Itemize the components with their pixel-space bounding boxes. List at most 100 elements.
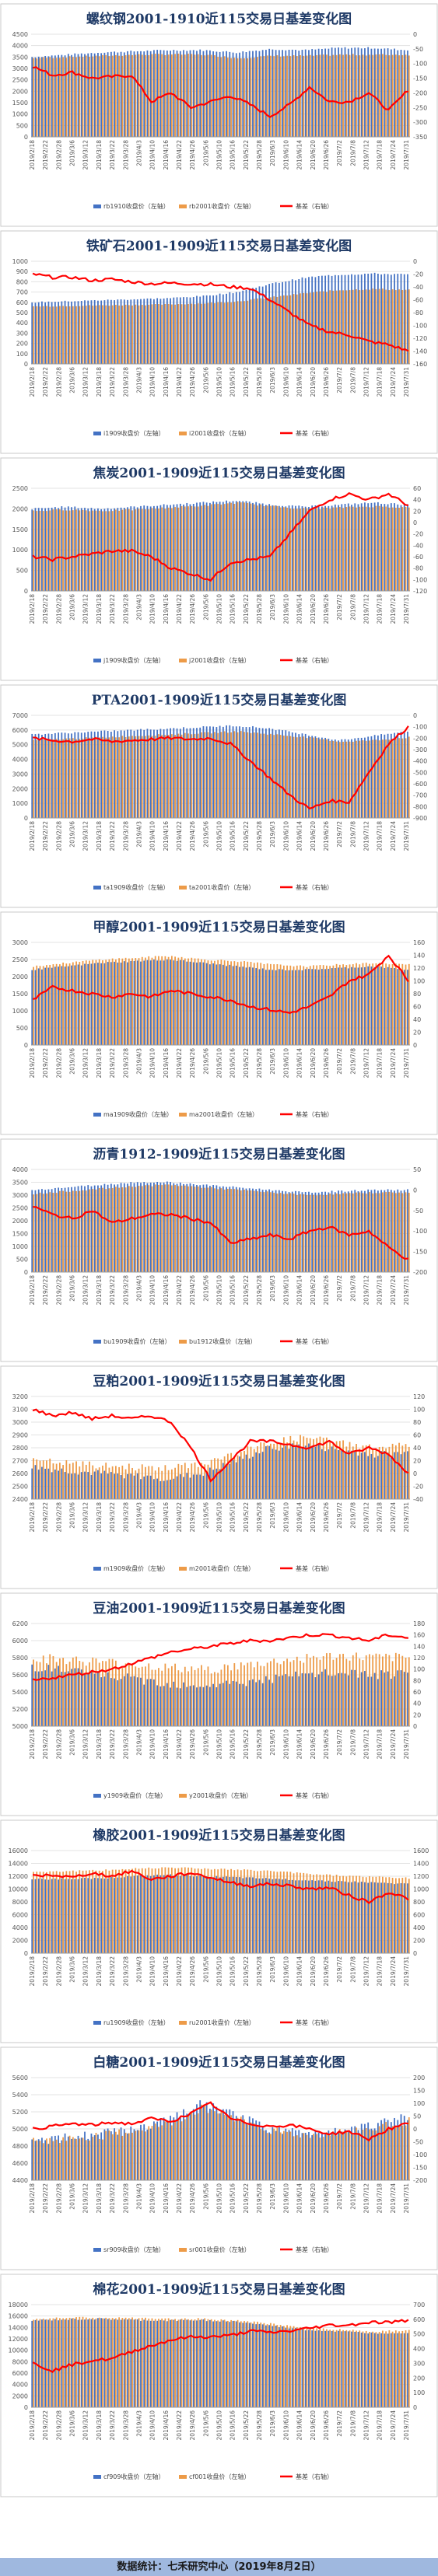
bar-near: [387, 1882, 389, 1953]
bar-near: [120, 299, 122, 364]
bar-near: [192, 1183, 194, 1272]
right-tick-label: 200: [413, 2074, 425, 2081]
bar-near: [222, 1876, 224, 1953]
bar-near: [354, 1881, 356, 1953]
bar-near: [308, 1880, 310, 1953]
bar-far: [151, 2126, 153, 2180]
bar-far: [65, 510, 68, 591]
bar-near: [127, 2319, 128, 2407]
bar-near: [232, 1680, 234, 1726]
bar-near: [163, 960, 165, 1045]
x-tick-label: 2019/7/2: [336, 1956, 343, 1983]
bar-near: [265, 728, 267, 818]
bar-near: [268, 1879, 271, 1953]
bar-far: [135, 736, 137, 818]
x-tick-label: 2019/6/20: [310, 1502, 317, 1533]
bar-near: [103, 1879, 106, 1953]
bar-far: [319, 54, 321, 137]
bar-near: [222, 2109, 224, 2180]
x-tick-label: 2019/4/10: [149, 367, 156, 397]
bar-far: [260, 733, 262, 818]
bar-near: [47, 2319, 50, 2407]
bar-far: [128, 958, 130, 1045]
bar-near: [229, 964, 231, 1045]
bar-far: [217, 2113, 219, 2180]
x-tick-label: 2019/7/18: [377, 1956, 384, 1987]
bar-near: [387, 1452, 389, 1499]
bar-near: [58, 2320, 59, 2407]
bar-far: [266, 1870, 268, 1953]
chart-title: 白糖2001-1909近115交易日基差变化图: [93, 2054, 345, 2071]
bar-far: [270, 297, 272, 364]
bar-far: [401, 289, 404, 364]
x-tick-label: 2019/5/6: [202, 140, 209, 166]
bar-far: [170, 2125, 173, 2180]
left-tick-label: 5200: [12, 2109, 28, 2116]
legend-swatch: [179, 2021, 187, 2025]
bar-near: [67, 733, 69, 818]
bar-far: [85, 510, 87, 591]
bar-near: [173, 960, 175, 1045]
bar-near: [110, 2131, 112, 2180]
bar-near: [34, 1671, 37, 1726]
bar-near: [130, 2126, 132, 2180]
bar-near: [377, 2333, 379, 2407]
bar-near: [387, 733, 389, 818]
basis-line: [32, 1633, 408, 1681]
bar-far: [49, 964, 51, 1045]
bar-far: [148, 1466, 150, 1499]
bar-near: [314, 1677, 317, 1726]
left-tick-label: 1000: [12, 1243, 28, 1250]
x-tick-label: 2019/6/14: [296, 821, 303, 851]
bar-far: [158, 1668, 159, 1726]
bar-near: [235, 292, 237, 364]
bar-near: [100, 300, 103, 364]
bar-far: [131, 958, 133, 1045]
right-tick-label: -80: [413, 565, 423, 572]
bar-far: [105, 305, 107, 364]
bar-near: [97, 52, 99, 137]
bar-far: [279, 2132, 282, 2180]
bar-far: [220, 1188, 223, 1272]
bar-far: [191, 2319, 193, 2407]
bar-far: [342, 1875, 344, 1953]
bar-far: [161, 2125, 163, 2180]
bar-far: [286, 1658, 288, 1726]
bar-near: [80, 1669, 82, 1726]
bar-far: [352, 1655, 354, 1726]
bar-near: [127, 299, 128, 364]
bar-near: [338, 1449, 339, 1499]
bar-far: [230, 961, 232, 1045]
bar-near: [123, 2319, 125, 2407]
bar-far: [394, 507, 397, 591]
bar-near: [370, 1454, 373, 1499]
bar-far: [250, 299, 252, 364]
bar-near: [377, 502, 379, 591]
bar-far: [65, 58, 68, 137]
bar-far: [332, 965, 335, 1045]
bar-far: [145, 957, 146, 1045]
x-tick-label: 2019/2/18: [29, 2410, 36, 2441]
bar-near: [324, 1669, 327, 1726]
bar-near: [275, 1674, 277, 1726]
bar-far: [180, 1185, 183, 1272]
bar-far: [108, 2318, 110, 2407]
bar-near: [41, 1879, 43, 1953]
left-tick-label: 600: [16, 299, 28, 306]
right-tick-label: -50: [413, 2139, 423, 2146]
bar-far: [394, 1652, 397, 1726]
bar-far: [342, 54, 344, 137]
bar-far: [184, 1666, 186, 1726]
x-tick-label: 2019/3/28: [122, 1956, 129, 1987]
x-tick-label: 2019/6/3: [269, 1275, 276, 1302]
bar-far: [92, 1869, 94, 1953]
bar-far: [49, 1458, 51, 1499]
bar-near: [380, 1882, 383, 1953]
bar-near: [261, 1878, 264, 1953]
bar-far: [154, 1470, 156, 1499]
bar-near: [189, 728, 191, 818]
bar-far: [154, 1184, 156, 1272]
bar-far: [158, 1467, 159, 1499]
bar-near: [87, 963, 89, 1045]
bar-near: [212, 2321, 215, 2407]
